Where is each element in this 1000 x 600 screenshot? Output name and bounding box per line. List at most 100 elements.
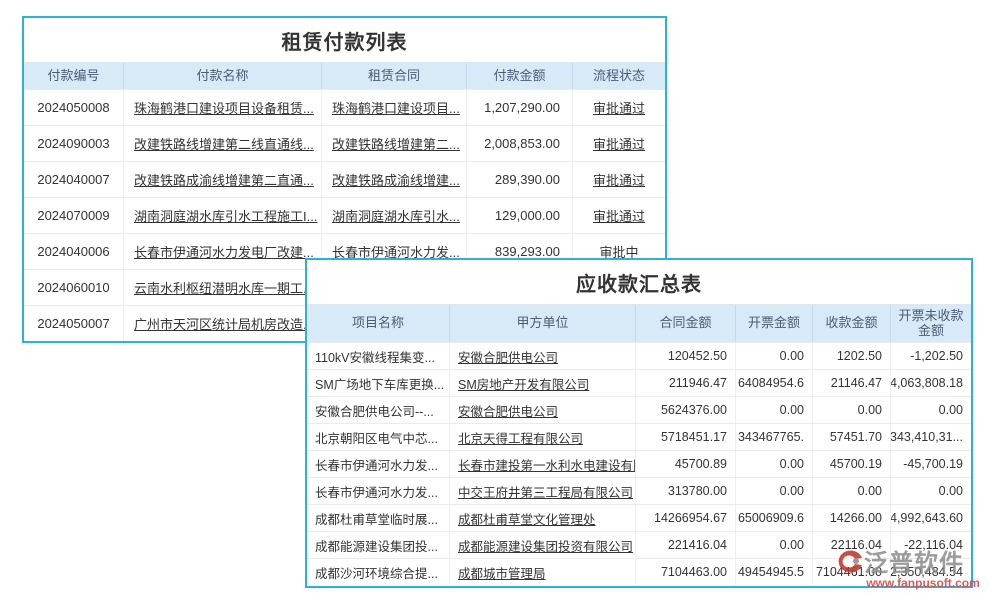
receivable-table-header: 项目名称 甲方单位 合同金额 开票金额 收款金额 开票未收款金额 — [307, 304, 971, 342]
payment-name-link[interactable]: 珠海鹤港口建设项目设备租赁... — [124, 90, 322, 125]
table-row: 2024090003 改建铁路线增建第二线直通线... 改建铁路线增建第二...… — [24, 125, 665, 161]
contract-amount: 221416.04 — [636, 532, 736, 558]
fanpu-logo-icon — [836, 548, 864, 574]
rental-contract-link[interactable]: 珠海鹤港口建设项目... — [322, 90, 467, 125]
rental-contract-link[interactable]: 改建铁路成渝线增建... — [322, 162, 467, 197]
invoice-amount: 49454945.5 — [736, 559, 813, 585]
col-header-payment-name: 付款名称 — [124, 63, 322, 89]
rental-contract-link[interactable]: 长春市伊通河水力发... — [322, 234, 467, 269]
received-amount: 1202.50 — [813, 343, 891, 369]
status-link[interactable]: 审批中 — [599, 245, 639, 260]
col-header-invoice-amount: 开票金额 — [736, 305, 813, 342]
col-header-contract-amount: 合同金额 — [636, 305, 736, 342]
invoice-amount: 65006909.6 — [736, 505, 813, 531]
rental-contract-link[interactable]: 湖南洞庭湖水库引水... — [322, 198, 467, 233]
rental-contract-link[interactable]: 改建铁路线增建第二... — [322, 126, 467, 161]
table-row: 成都沙河环境综合提... 成都城市管理局 7104463.00 49454945… — [307, 558, 971, 585]
party-a-link[interactable]: 成都能源建设集团投资有限公司 — [450, 532, 636, 558]
col-header-project-name: 项目名称 — [307, 305, 450, 342]
party-a-link[interactable]: 成都杜甫草堂文化管理处 — [450, 505, 636, 531]
party-a-link[interactable]: 安徽合肥供电公司 — [450, 397, 636, 423]
payment-amount: 839,293.00 — [467, 234, 573, 269]
project-name: 110kV安徽线程集变... — [307, 343, 450, 369]
party-a-link[interactable]: 安徽合肥供电公司 — [450, 343, 636, 369]
invoice-amount: 343467765. — [736, 424, 813, 450]
status-link[interactable]: 审批通过 — [592, 209, 645, 224]
party-a-link[interactable]: 中交王府井第三工程局有限公司 — [450, 478, 636, 504]
project-name: 成都能源建设集团投... — [307, 532, 450, 558]
received-amount: 21146.47 — [813, 370, 891, 396]
invoice-amount: 0.00 — [736, 451, 813, 477]
project-name: 成都沙河环境综合提... — [307, 559, 450, 585]
col-header-party-a: 甲方单位 — [450, 305, 636, 342]
table-row: 成都杜甫草堂临时展... 成都杜甫草堂文化管理处 14266954.67 650… — [307, 504, 971, 531]
payment-id-link[interactable]: 2024040007 — [24, 162, 124, 197]
table-row: 长春市伊通河水力发... 长春市建投第一水利水电建设有限 45700.89 0.… — [307, 450, 971, 477]
contract-amount: 45700.89 — [636, 451, 736, 477]
payment-name-link[interactable]: 湖南洞庭湖水库引水工程施工I... — [124, 198, 322, 233]
payment-id-link[interactable]: 2024070009 — [24, 198, 124, 233]
rental-table-title: 租赁付款列表 — [281, 31, 408, 54]
project-name: 长春市伊通河水力发... — [307, 451, 450, 477]
table-row: 2024040007 改建铁路成渝线增建第二直通... 改建铁路成渝线增建...… — [24, 161, 665, 197]
party-a-link[interactable]: 成都城市管理局 — [450, 559, 636, 585]
status-link[interactable]: 审批通过 — [592, 101, 645, 116]
received-amount: 0.00 — [813, 478, 891, 504]
payment-id-link[interactable]: 2024050007 — [24, 306, 124, 341]
project-name: 安徽合肥供电公司--... — [307, 397, 450, 423]
party-a-link[interactable]: SM房地产开发有限公司 — [450, 370, 636, 396]
payment-id-link[interactable]: 2024090003 — [24, 126, 124, 161]
party-a-link[interactable]: 北京天得工程有限公司 — [450, 424, 636, 450]
contract-amount: 7104463.00 — [636, 559, 736, 585]
col-header-received-amount: 收款金额 — [813, 305, 891, 342]
payment-id-link[interactable]: 2024060010 — [24, 270, 124, 305]
invoiced-unpaid-amount: 0.00 — [938, 403, 963, 417]
project-name: 长春市伊通河水力发... — [307, 478, 450, 504]
table-row: 安徽合肥供电公司--... 安徽合肥供电公司 5624376.00 0.00 0… — [307, 396, 971, 423]
received-amount: 22116.04 — [813, 532, 891, 558]
payment-name-link[interactable]: 广州市天河区统计局机房改造... — [124, 306, 322, 341]
payment-amount: 289,390.00 — [467, 162, 573, 197]
status-link[interactable]: 审批通过 — [592, 137, 645, 152]
contract-amount: 14266954.67 — [636, 505, 736, 531]
table-row: 北京朝阳区电气中芯... 北京天得工程有限公司 5718451.17 34346… — [307, 423, 971, 450]
table-row: 110kV安徽线程集变... 安徽合肥供电公司 120452.50 0.00 1… — [307, 342, 971, 369]
payment-name-link[interactable]: 改建铁路线增建第二线直通线... — [124, 126, 322, 161]
contract-amount: 5718451.17 — [636, 424, 736, 450]
payment-name-link[interactable]: 云南水利枢纽潜明水库一期工... — [124, 270, 322, 305]
contract-amount: 120452.50 — [636, 343, 736, 369]
col-header-flow-status: 流程状态 — [592, 67, 645, 83]
contract-amount: 313780.00 — [636, 478, 736, 504]
invoiced-unpaid-amount: 343,410,31... — [891, 430, 963, 444]
table-row: 长春市伊通河水力发... 中交王府井第三工程局有限公司 313780.00 0.… — [307, 477, 971, 504]
party-a-link[interactable]: 长春市建投第一水利水电建设有限 — [450, 451, 636, 477]
table-row: 成都能源建设集团投... 成都能源建设集团投资有限公司 221416.04 0.… — [307, 531, 971, 558]
watermark-brand-text: 泛普软件 — [864, 550, 964, 577]
col-header-payment-amount: 付款金额 — [467, 63, 573, 89]
payment-name-link[interactable]: 改建铁路成渝线增建第二直通... — [124, 162, 322, 197]
status-link[interactable]: 审批通过 — [592, 173, 645, 188]
payment-id-link[interactable]: 2024040006 — [24, 234, 124, 269]
col-header-rental-contract: 租赁合同 — [322, 63, 467, 89]
payment-amount: 129,000.00 — [467, 198, 573, 233]
invoice-amount: 64084954.6 — [736, 370, 813, 396]
invoiced-unpaid-amount: 0.00 — [938, 484, 963, 498]
payment-name-link[interactable]: 长春市伊通河水力发电厂改建... — [124, 234, 322, 269]
received-amount: 0.00 — [813, 397, 891, 423]
invoice-amount: 0.00 — [736, 343, 813, 369]
rental-table-header: 付款编号 付款名称 租赁合同 付款金额 流程状态 — [24, 62, 665, 89]
invoiced-unpaid-amount: 64,063,808.18 — [891, 376, 963, 390]
invoice-amount: 0.00 — [736, 478, 813, 504]
table-row: SM广场地下车库更换... SM房地产开发有限公司 211946.47 6408… — [307, 369, 971, 396]
table-row: 2024050008 珠海鹤港口建设项目设备租赁... 珠海鹤港口建设项目...… — [24, 89, 665, 125]
invoice-amount: 0.00 — [736, 397, 813, 423]
received-amount: 45700.19 — [813, 451, 891, 477]
vendor-watermark: 泛普软件 www.fanpusoft.com — [836, 543, 992, 590]
receivable-summary-table: 应收款汇总表 项目名称 甲方单位 合同金额 开票金额 收款金额 开票未收款金额 … — [305, 258, 973, 588]
invoiced-unpaid-amount: -1,202.50 — [910, 349, 963, 363]
invoice-amount: 0.00 — [736, 532, 813, 558]
payment-id-link[interactable]: 2024050008 — [24, 90, 124, 125]
project-name: 北京朝阳区电气中芯... — [307, 424, 450, 450]
invoiced-unpaid-amount: 42,350,484.54 — [891, 565, 963, 579]
payment-amount: 1,207,290.00 — [467, 90, 573, 125]
